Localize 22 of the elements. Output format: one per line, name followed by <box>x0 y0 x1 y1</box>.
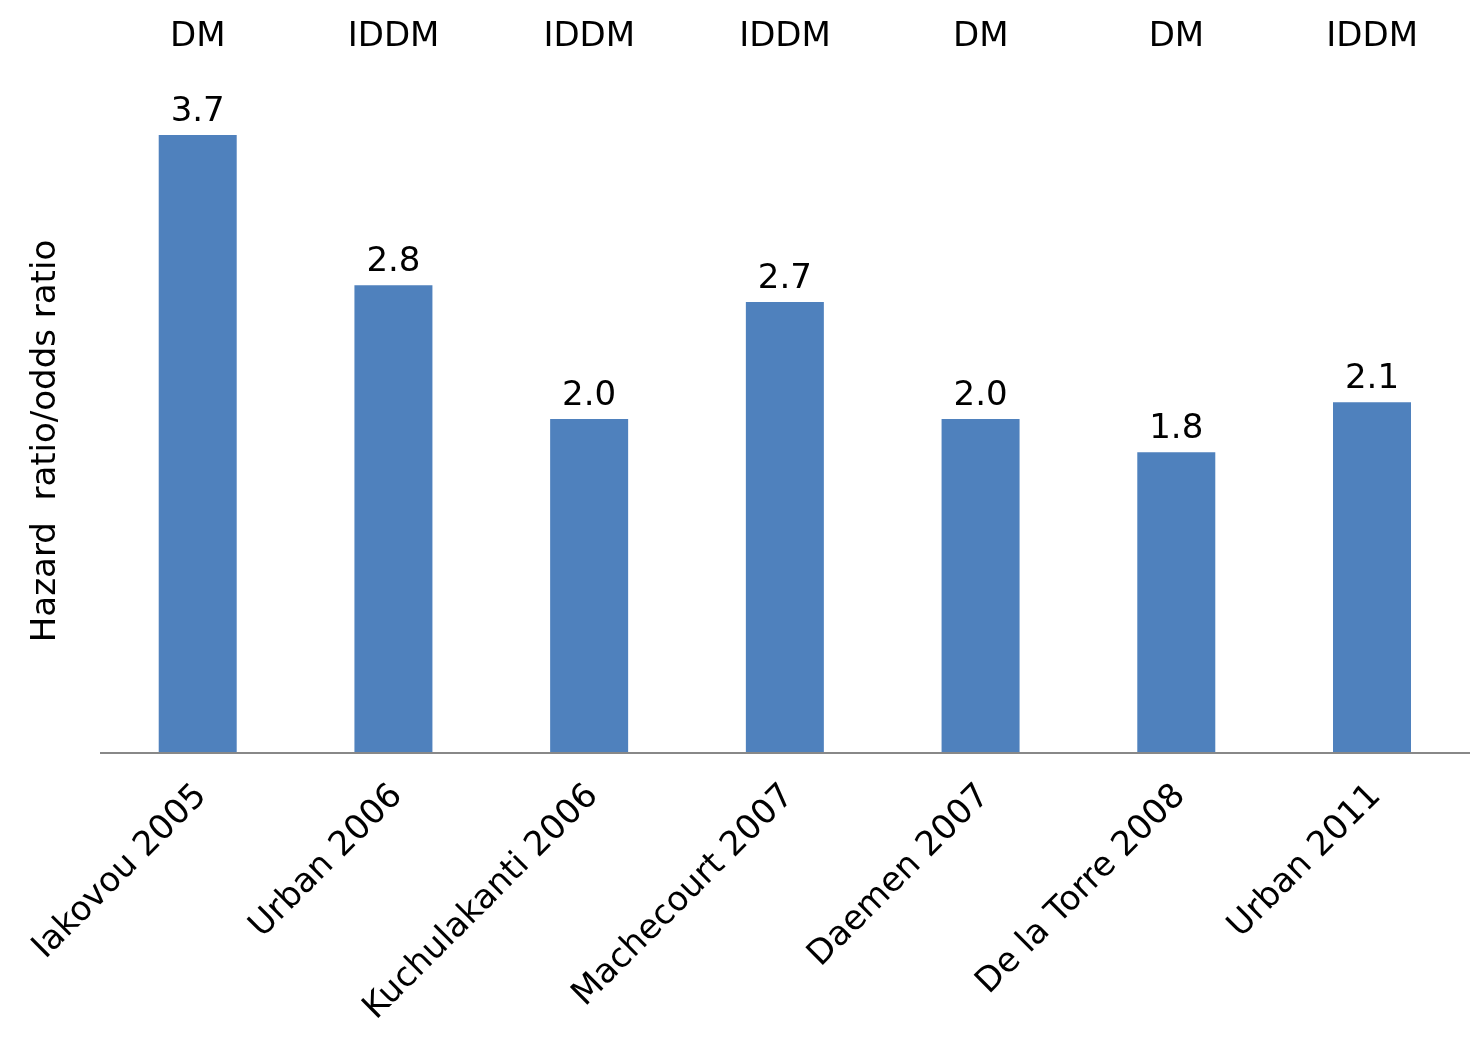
data-label: 3.7 <box>170 89 225 129</box>
y-axis-title: Hazard ratio/odds ratio <box>23 239 64 643</box>
bar <box>745 302 824 753</box>
text: IDDM <box>543 14 636 54</box>
data-label: 2.1 <box>1344 356 1400 397</box>
data-label: 2.0 <box>562 372 617 413</box>
text: DM <box>1148 14 1205 54</box>
text: IDDM <box>739 14 831 54</box>
bar <box>941 418 1020 753</box>
bar <box>1333 402 1411 753</box>
data-label: 2.7 <box>757 256 812 297</box>
data-label: 2.8 <box>366 239 421 280</box>
bar <box>354 285 433 753</box>
text: IDDM <box>347 14 440 54</box>
data-label: 1.8 <box>1149 406 1204 447</box>
bar <box>158 135 237 753</box>
bar <box>1137 452 1216 753</box>
bar <box>550 418 629 753</box>
text: IDDM <box>1326 14 1419 54</box>
data-label: 2.0 <box>953 372 1008 413</box>
text: DM <box>952 14 1009 54</box>
text: DM <box>170 14 226 54</box>
